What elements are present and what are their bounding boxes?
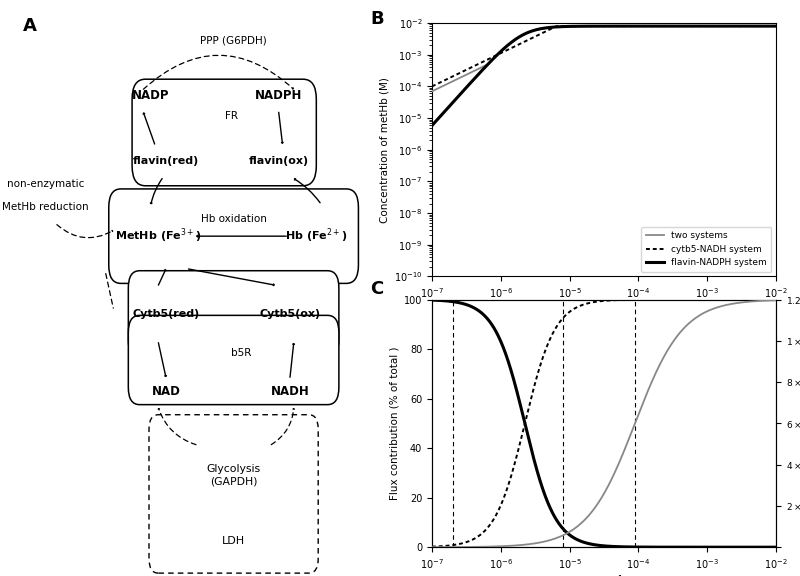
FancyBboxPatch shape xyxy=(128,316,339,405)
X-axis label: $k_{ox}$ (s$^{-1}$): $k_{ox}$ (s$^{-1}$) xyxy=(581,574,627,576)
FancyBboxPatch shape xyxy=(128,271,339,357)
Text: flavin(ox): flavin(ox) xyxy=(249,156,309,166)
Text: NADH: NADH xyxy=(270,385,310,398)
Text: Cytb5(red): Cytb5(red) xyxy=(132,309,199,319)
X-axis label: $k_{ox}$ (s$^{-1}$): $k_{ox}$ (s$^{-1}$) xyxy=(581,303,627,321)
Y-axis label: Flux contribution (% of total ): Flux contribution (% of total ) xyxy=(390,347,400,500)
Text: b5R: b5R xyxy=(231,348,251,358)
Text: Hb oxidation: Hb oxidation xyxy=(201,214,266,224)
Text: flavin(red): flavin(red) xyxy=(133,156,199,166)
Text: MetHb (Fe$^{3+}$): MetHb (Fe$^{3+}$) xyxy=(115,227,202,245)
Text: NAD: NAD xyxy=(151,385,180,398)
Text: NADPH: NADPH xyxy=(255,89,302,101)
FancyBboxPatch shape xyxy=(132,79,316,185)
FancyBboxPatch shape xyxy=(109,189,358,283)
Text: A: A xyxy=(23,17,37,35)
Y-axis label: Concentration of metHb (M): Concentration of metHb (M) xyxy=(380,77,390,223)
Text: Hb (Fe$^{2+}$): Hb (Fe$^{2+}$) xyxy=(285,227,347,245)
Legend: two systems, cytb5-NADH system, flavin-NADPH system: two systems, cytb5-NADH system, flavin-N… xyxy=(642,227,771,272)
Text: B: B xyxy=(370,10,384,28)
Text: LDH: LDH xyxy=(222,536,245,547)
Text: C: C xyxy=(370,280,383,298)
Text: FR: FR xyxy=(226,111,238,122)
Text: MetHb reduction: MetHb reduction xyxy=(2,202,89,213)
Text: non-enzymatic: non-enzymatic xyxy=(7,179,84,190)
Text: Cytb5(ox): Cytb5(ox) xyxy=(259,309,321,319)
Text: PPP (G6PDH): PPP (G6PDH) xyxy=(200,35,267,46)
Text: NADP: NADP xyxy=(132,89,170,101)
Text: Glycolysis
(GAPDH): Glycolysis (GAPDH) xyxy=(206,464,261,486)
FancyBboxPatch shape xyxy=(149,415,318,573)
